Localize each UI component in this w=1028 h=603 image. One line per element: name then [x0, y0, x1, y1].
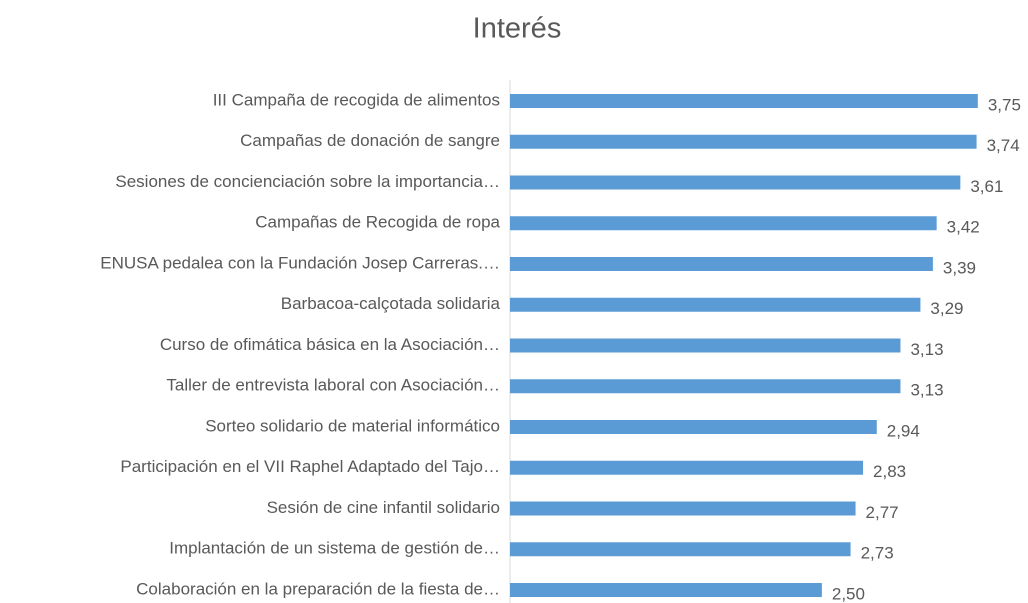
bar [510, 542, 851, 557]
bar [510, 420, 877, 434]
category-label: Barbacoa-calçotada solidaria [281, 294, 501, 313]
category-label: Curso de ofimática básica en la Asociaci… [160, 335, 500, 354]
category-label: Campañas de donación de sangre [240, 131, 500, 150]
value-label: 3,75 [988, 95, 1021, 114]
value-label: 3,74 [987, 136, 1020, 155]
value-label: 2,77 [866, 503, 899, 522]
category-label: Sesiones de concienciación sobre la impo… [115, 172, 500, 191]
value-label: 3,13 [910, 381, 943, 400]
bar [510, 338, 901, 353]
category-label: Sesión de cine infantil solidario [267, 498, 500, 517]
bar [510, 257, 933, 271]
category-label: Colaboración en la preparación de la fie… [136, 579, 500, 598]
category-label: Campañas de Recogida de ropa [255, 213, 500, 232]
category-label: Taller de entrevista laboral con Asociac… [166, 376, 500, 395]
bar [510, 94, 978, 108]
bar [510, 134, 977, 149]
bar [510, 583, 822, 597]
value-label: 3,61 [970, 177, 1003, 196]
value-label: 2,73 [861, 544, 894, 563]
chart-title: Interés [473, 13, 562, 45]
value-label: 3,42 [947, 218, 980, 237]
bar [510, 460, 864, 475]
value-label: 3,13 [910, 340, 943, 359]
bar [510, 297, 921, 312]
value-label: 2,50 [832, 584, 865, 603]
bar [510, 175, 961, 190]
value-label: 3,29 [930, 299, 963, 318]
category-label: Sorteo solidario de material informático [205, 416, 500, 435]
value-label: 2,94 [887, 421, 920, 440]
bar [510, 216, 937, 231]
category-label: Implantación de un sistema de gestión de… [169, 539, 500, 558]
category-label: ENUSA pedalea con la Fundación Josep Car… [100, 253, 500, 272]
bar [510, 379, 901, 394]
category-label: III Campaña de recogida de alimentos [213, 90, 500, 109]
value-label: 2,83 [873, 462, 906, 481]
category-label: Participación en el VII Raphel Adaptado … [120, 457, 500, 476]
value-label: 3,39 [943, 258, 976, 277]
bar [510, 501, 856, 516]
